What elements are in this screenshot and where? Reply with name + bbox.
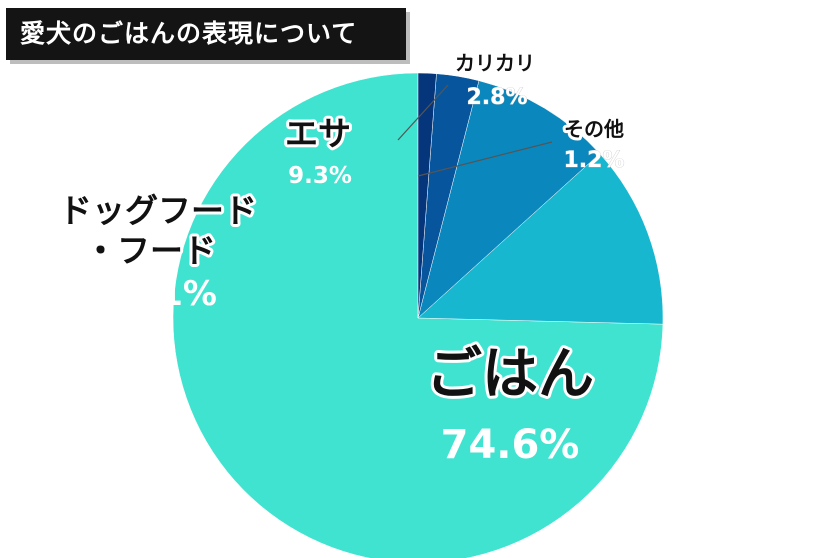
slice-label-sonota: その他 xyxy=(564,117,624,141)
slice-label-dogfood-line1: ドッグフード xyxy=(59,191,257,230)
slice-value-sonota: 1.2% xyxy=(563,148,624,173)
slice-label-esa: エサ xyxy=(285,114,351,153)
pie-slice-dogfood xyxy=(417,153,664,325)
slice-value-dogfood: 12.1% xyxy=(99,274,217,314)
leader-line-karikari xyxy=(397,84,449,141)
pie-slice-esa xyxy=(417,80,601,319)
slice-value-karikari: 2.8% xyxy=(466,85,527,110)
slice-label-gohan: ごはん xyxy=(426,342,594,407)
pie-slice-sonota xyxy=(417,72,437,319)
slice-value-esa: 9.3% xyxy=(288,163,352,189)
leader-line-sonota xyxy=(417,141,553,177)
chart-title: 愛犬のごはんの表現について xyxy=(6,8,406,60)
pie-slices xyxy=(172,72,664,558)
slice-label-dogfood-line2: ・フード xyxy=(84,231,216,270)
slice-label-karikari: カリカリ xyxy=(455,51,535,75)
slice-value-gohan: 74.6% xyxy=(441,422,580,468)
